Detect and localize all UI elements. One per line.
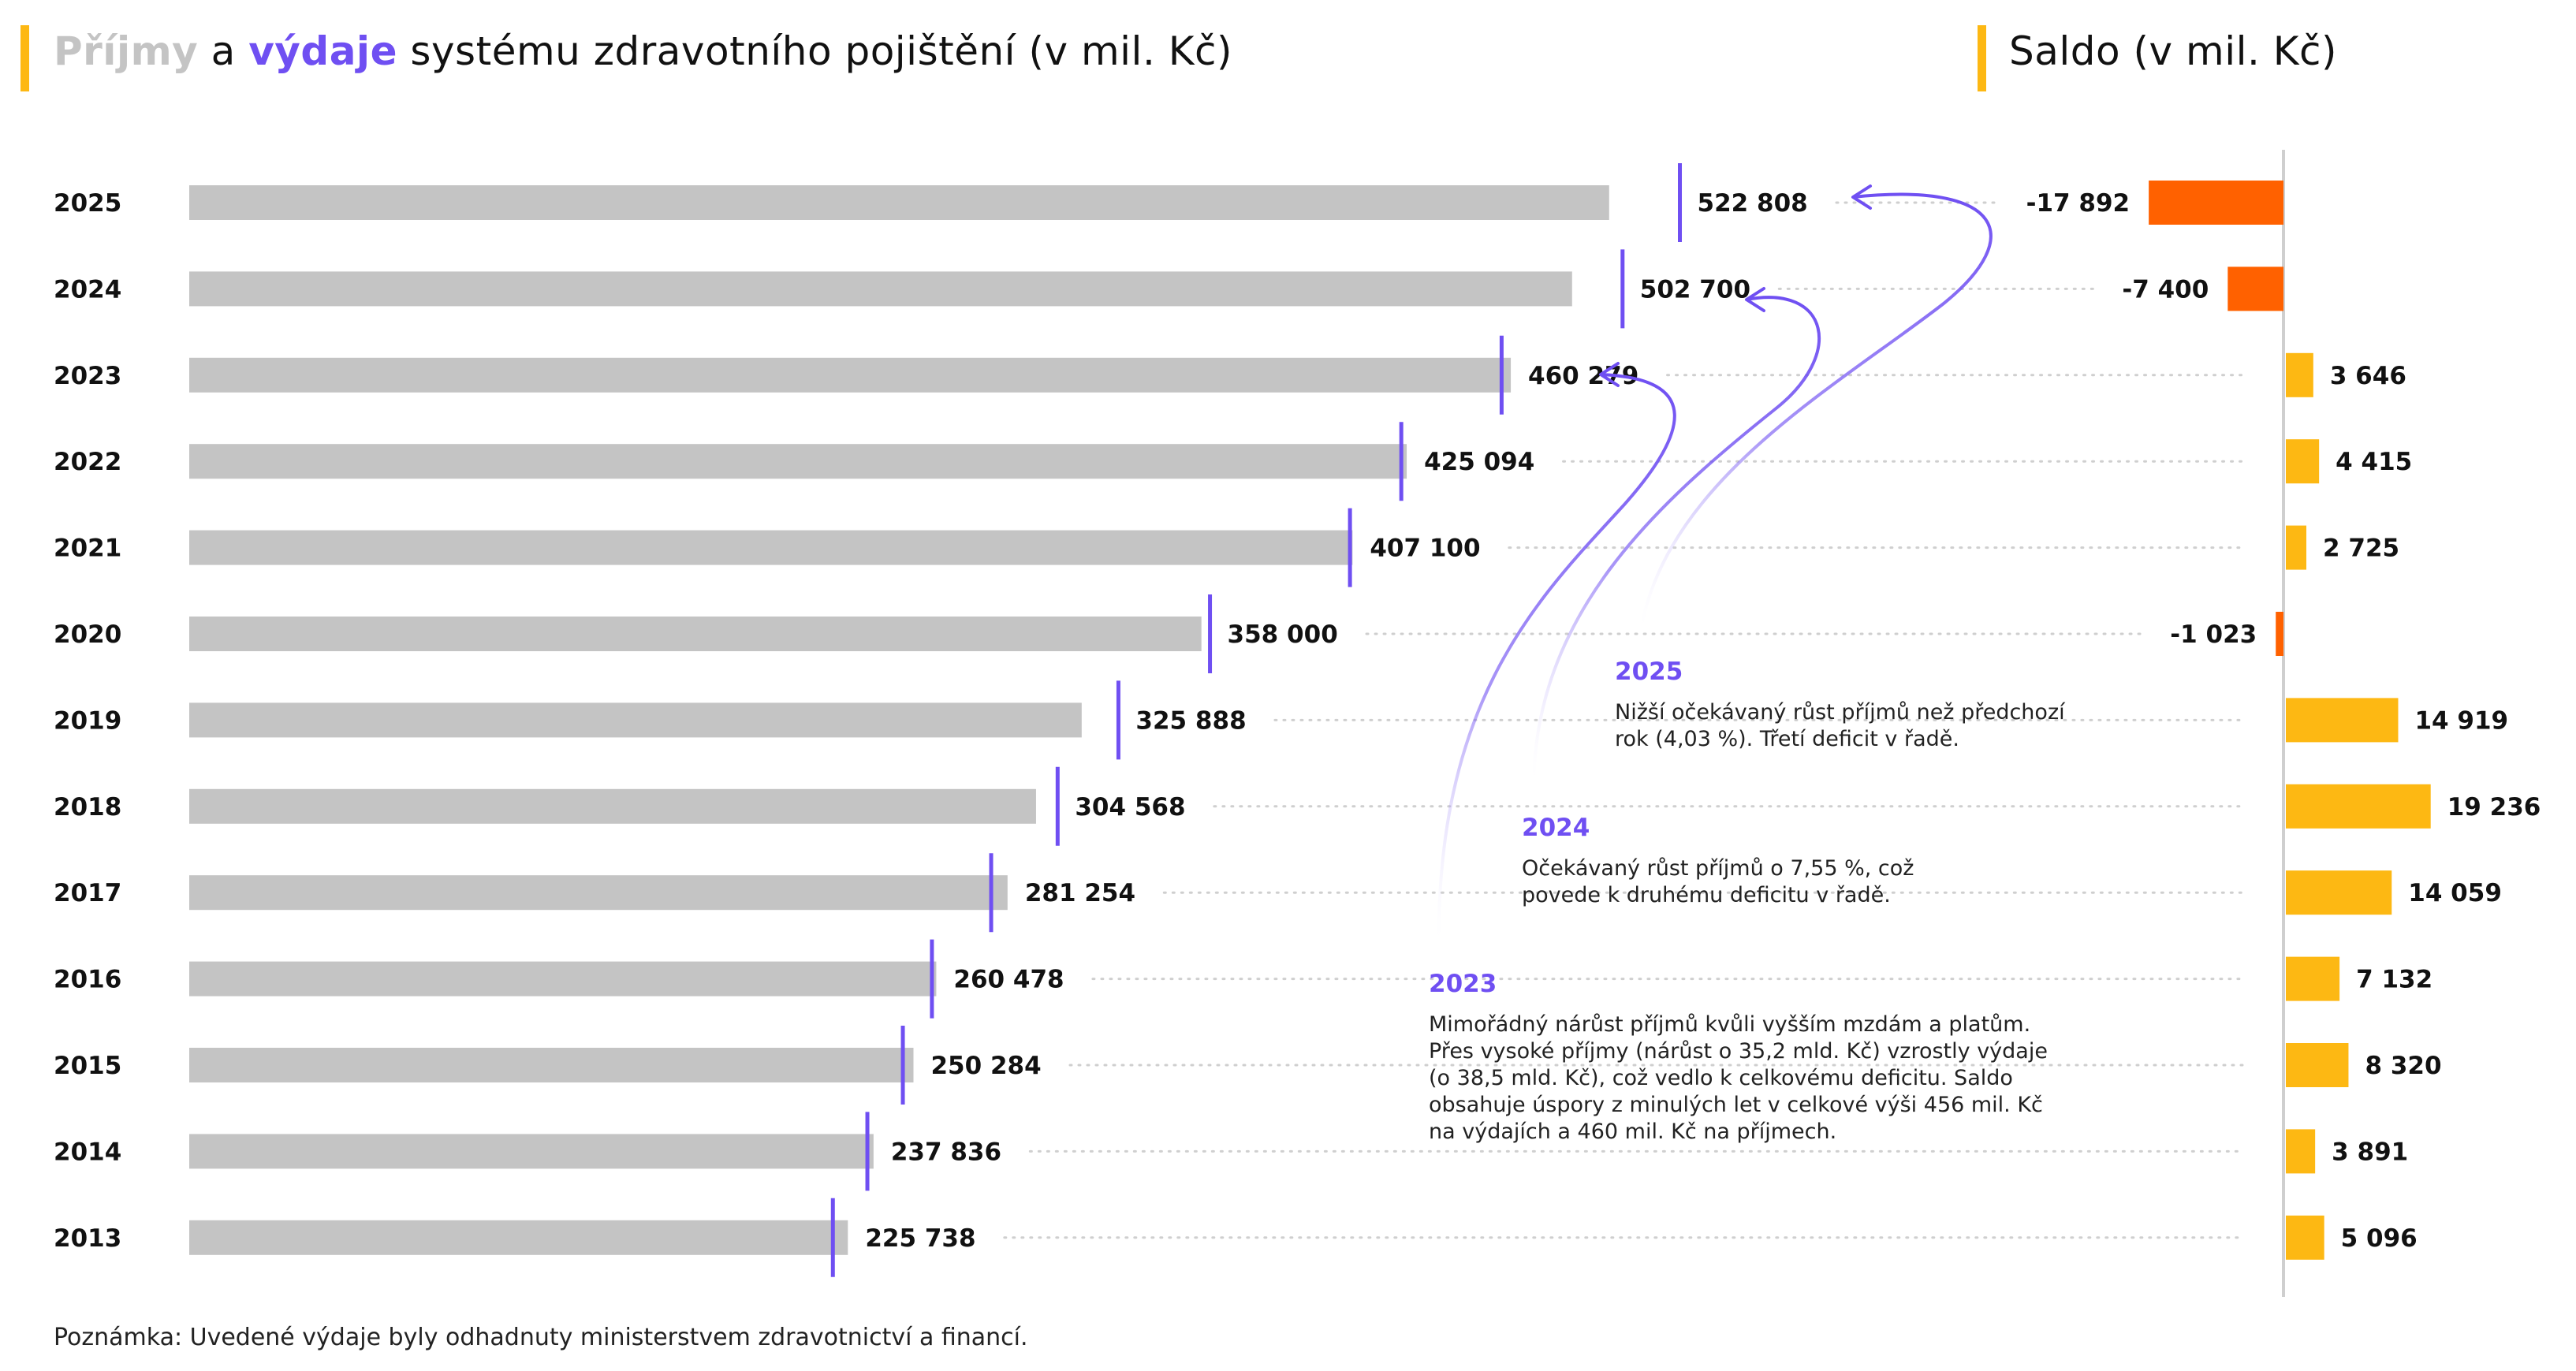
annotation-text-line: Přes vysoké příjmy (nárůst o 35,2 mld. K… [1429, 1039, 2048, 1064]
expense-value-label: 225 738 [865, 1224, 975, 1253]
year-label: 2014 [54, 1138, 121, 1166]
year-label: 2024 [54, 275, 121, 304]
year-label: 2018 [54, 793, 121, 821]
arrow-head [1745, 287, 1765, 312]
year-label: 2016 [54, 966, 121, 994]
expense-value-label: 425 094 [1424, 448, 1534, 476]
saldo-bar [2227, 266, 2283, 311]
annotation-text-line: Mimořádný nárůst příjmů kvůli vyšším mzd… [1429, 1012, 2030, 1037]
expense-value-label: 407 100 [1370, 535, 1480, 563]
saldo-value-label: 8 320 [2365, 1052, 2441, 1080]
annotation-2024: 2024 Očekávaný růst příjmů o 7,55 %, cožp… [1522, 814, 1914, 907]
title-rest: systému zdravotního pojištění (v mil. Kč… [397, 28, 1233, 74]
saldo-bar [2286, 784, 2431, 829]
saldo-bar [2276, 612, 2283, 656]
income-bar [189, 1220, 848, 1255]
annotation-text-line: povede k druhému deficitu v řadě. [1522, 883, 1891, 907]
expense-value-label: 325 888 [1135, 706, 1246, 735]
footnote: Poznámka: Uvedené výdaje byly odhadnuty … [54, 1324, 1028, 1351]
saldo-value-label: 14 919 [2414, 706, 2508, 735]
saldo-value-label: -17 892 [2026, 189, 2131, 218]
income-bar [189, 617, 1202, 651]
year-label: 2015 [54, 1052, 121, 1080]
year-label: 2025 [54, 189, 121, 218]
annotation-text-line: Očekávaný růst příjmů o 7,55 %, což [1522, 856, 1914, 881]
income-bar [189, 1134, 874, 1169]
income-bar [189, 788, 1036, 824]
income-bar [189, 444, 1407, 479]
expense-value-label: 502 700 [1640, 275, 1750, 304]
saldo-bar [2149, 181, 2283, 225]
saldo-bar [2286, 1129, 2316, 1174]
annotation-2023: 2023 Mimořádný nárůst příjmů kvůli vyšším… [1429, 970, 2048, 1144]
saldo-value-label: 4 415 [2336, 448, 2412, 476]
annotation-text-line: rok (4,03 %). Třetí deficit v řadě. [1615, 727, 1959, 751]
saldo-value-label: 19 236 [2447, 793, 2541, 821]
saldo-bar [2286, 1215, 2324, 1260]
expense-value-label: 304 568 [1075, 793, 1185, 821]
saldo-value-label: -7 400 [2122, 275, 2209, 304]
annotation-text-line: obsahuje úspory z minulých let v celkové… [1429, 1093, 2043, 1117]
saldo-bar [2286, 870, 2392, 915]
annotation-year: 2023 [1429, 970, 1497, 998]
saldo-title-accent-bar [1978, 25, 1986, 91]
year-label: 2022 [54, 448, 121, 476]
income-bar [189, 271, 1572, 307]
chart-title: Příjmy a výdaje systému zdravotního poji… [54, 28, 1232, 74]
saldo-bar [2286, 1043, 2349, 1087]
saldo-value-label: -1 023 [2170, 620, 2257, 649]
income-bar [189, 357, 1512, 393]
annotation-2025: 2025 Nižší očekávaný růst příjmů než před… [1615, 658, 2066, 751]
annotation-text-line: (o 38,5 mld. Kč), což vedlo k celkovému … [1429, 1066, 2013, 1090]
annotation-year: 2024 [1522, 814, 1590, 842]
saldo-value-label: 2 725 [2323, 535, 2399, 563]
year-label: 2021 [54, 535, 121, 563]
year-label: 2020 [54, 620, 121, 649]
saldo-bar [2286, 439, 2320, 484]
annotation-connector [1638, 192, 1993, 635]
expense-value-label: 281 254 [1025, 879, 1135, 907]
expense-value-label: 237 836 [891, 1138, 1001, 1166]
year-label: 2017 [54, 879, 121, 907]
title-income-word: Příjmy [54, 28, 199, 74]
expense-value-label: 260 478 [953, 966, 1064, 994]
income-bar [189, 702, 1082, 738]
year-label: 2023 [54, 362, 121, 390]
saldo-value-label: 3 891 [2332, 1138, 2408, 1166]
saldo-value-label: 14 059 [2408, 879, 2502, 907]
year-label: 2019 [54, 706, 121, 735]
annotation-text-line: Nižší očekávaný růst příjmů než předchoz… [1615, 700, 2066, 725]
annotation-year: 2025 [1615, 658, 1683, 686]
saldo-value-label: 3 646 [2330, 362, 2406, 390]
income-bar [189, 875, 1008, 911]
saldo-title: Saldo (v mil. Kč) [2009, 28, 2338, 74]
expense-value-label: 358 000 [1228, 620, 1338, 649]
title-and: a [198, 28, 249, 74]
saldo-value-label: 7 132 [2356, 966, 2432, 994]
saldo-bar [2286, 525, 2307, 570]
arrow-head [1599, 362, 1620, 387]
saldo-bar [2286, 352, 2313, 397]
income-bar [189, 185, 1609, 220]
saldo-bar [2286, 698, 2399, 743]
title-expense-word: výdaje [248, 28, 397, 74]
income-bar [189, 1048, 914, 1082]
title-accent-bar [21, 25, 29, 91]
year-label: 2013 [54, 1224, 121, 1253]
annotation-text-line: na výdajích a 460 mil. Kč na příjmech. [1429, 1120, 1836, 1144]
annotation-connector [1437, 373, 1676, 951]
arrow-head [1851, 184, 1872, 210]
saldo-value-label: 5 096 [2341, 1224, 2418, 1253]
expense-value-label: 250 284 [930, 1052, 1041, 1080]
saldo-bar [2286, 956, 2340, 1001]
expense-value-label: 522 808 [1698, 189, 1808, 218]
income-bar [189, 530, 1353, 565]
income-bar [189, 961, 937, 997]
annotation-connector [1532, 296, 1821, 789]
